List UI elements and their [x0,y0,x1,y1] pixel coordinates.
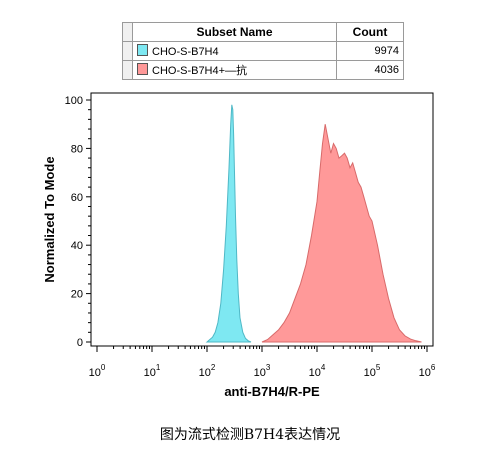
y-axis-label: Normalized To Mode [42,156,57,282]
y-tick-label: 20 [71,289,83,301]
y-tick-label: 60 [71,192,83,204]
legend-header-count: Count [336,22,404,42]
axis-layer: 0 20 40 60 80 100 100 101 102 103 104 105 106 [65,95,436,379]
legend-table: Subset Name Count CHO-S-B7H4 9974 CHO-S-… [122,22,404,80]
y-tick-label: 100 [65,95,83,107]
legend-header-row: Subset Name Count [122,22,404,42]
legend-swatch [137,63,148,75]
series-layer [205,104,422,343]
legend-row: CHO-S-B7H4+—抗 4036 [122,60,404,80]
x-tick-label: 104 [309,363,326,379]
series-area-2 [261,124,422,343]
x-axis-label: anti-B7H4/R-PE [224,384,320,399]
x-tick-label: 100 [89,363,106,379]
x-tick-label: 101 [144,363,161,379]
x-tick-label: 105 [364,363,381,379]
x-tick-label: 106 [419,363,436,379]
x-tick-label: 102 [199,363,216,379]
legend-row-count: 9974 [336,41,404,61]
series-area-1 [205,104,252,343]
legend-row-count: 4036 [336,60,404,80]
y-tick-label: 0 [77,337,83,349]
y-tick-label: 40 [71,240,83,252]
y-tick-label: 80 [71,143,83,155]
legend-swatch [137,44,148,56]
histogram-chart: 0 20 40 60 80 100 100 101 102 103 104 105 106 anti-B… [42,92,436,399]
legend-row-name: CHO-S-B7H4 [152,46,219,58]
x-tick-label: 103 [254,363,271,379]
legend-row-name: CHO-S-B7H4+—抗 [152,65,248,77]
figure-caption: 图为流式检测B7H4表达情况 [159,427,341,443]
